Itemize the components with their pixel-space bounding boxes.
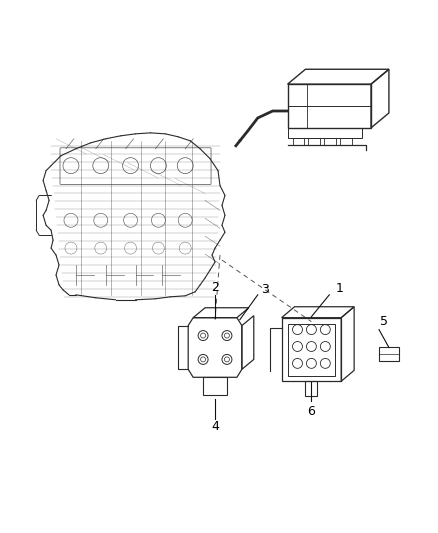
- Text: 1: 1: [336, 282, 343, 295]
- Bar: [288, 128, 362, 138]
- Text: 6: 6: [307, 405, 315, 417]
- Text: 4: 4: [211, 421, 219, 433]
- Text: 2: 2: [211, 281, 219, 294]
- Text: 3: 3: [261, 284, 268, 296]
- Text: 5: 5: [380, 315, 388, 328]
- Bar: [308, 138, 320, 145]
- Bar: [324, 138, 336, 145]
- Bar: [288, 324, 335, 376]
- Bar: [340, 138, 352, 145]
- Bar: [293, 138, 304, 145]
- Bar: [379, 348, 399, 361]
